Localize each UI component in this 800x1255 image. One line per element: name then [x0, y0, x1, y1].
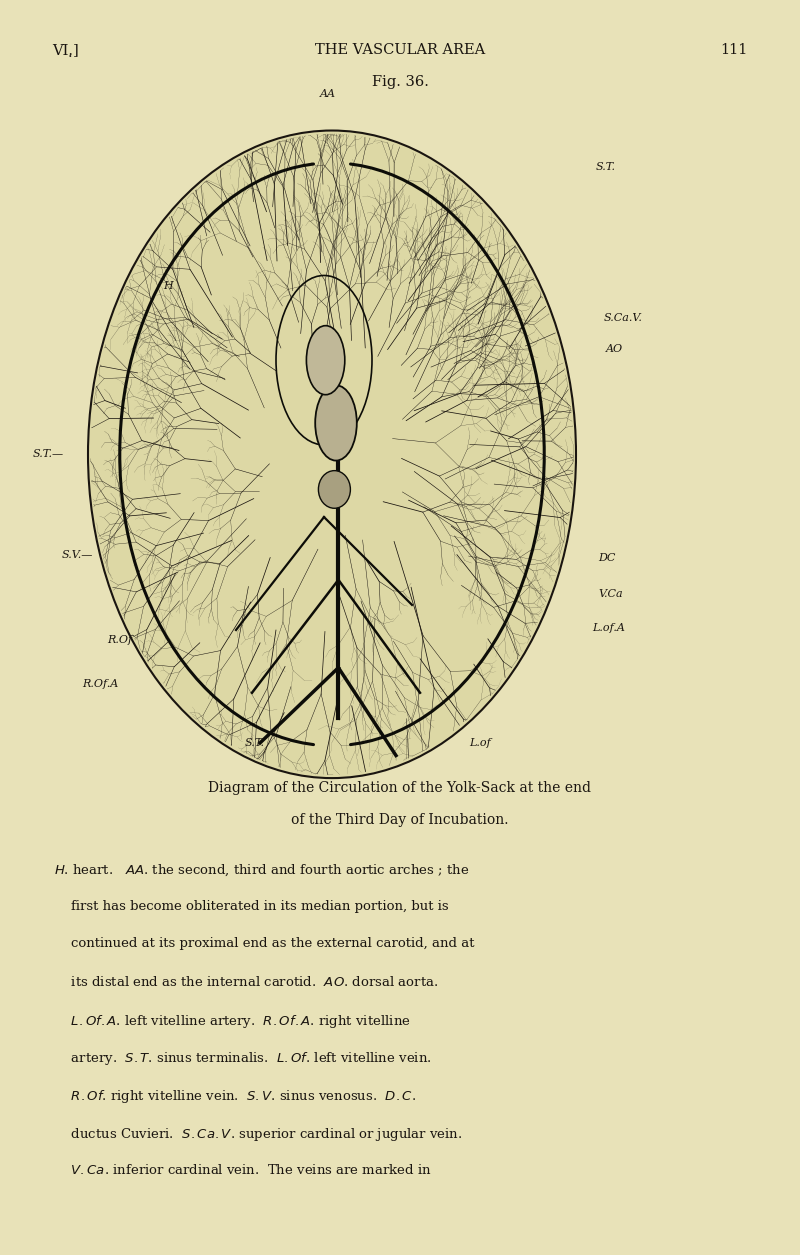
Ellipse shape: [88, 131, 576, 778]
Text: first has become obliterated in its median portion, but is: first has become obliterated in its medi…: [54, 900, 449, 912]
Text: Fig. 36.: Fig. 36.: [371, 75, 429, 89]
Text: V.Ca: V.Ca: [598, 589, 623, 599]
Text: VI.]: VI.]: [52, 43, 78, 56]
Text: R.Of: R.Of: [107, 635, 132, 645]
Text: its distal end as the internal carotid.  $\it{AO}$. dorsal aorta.: its distal end as the internal carotid. …: [54, 975, 438, 989]
Text: AA: AA: [320, 89, 336, 99]
Text: S.Ca.V.: S.Ca.V.: [604, 312, 643, 323]
Text: continued at its proximal end as the external carotid, and at: continued at its proximal end as the ext…: [54, 937, 475, 950]
Text: $\it{H}$. heart.   $\it{AA}$. the second, third and fourth aortic arches ; the: $\it{H}$. heart. $\it{AA}$. the second, …: [54, 862, 470, 877]
Text: 111: 111: [721, 43, 748, 56]
Text: THE VASCULAR AREA: THE VASCULAR AREA: [315, 43, 485, 56]
Text: .: .: [68, 46, 73, 60]
Text: $\it{L. Of. A}$. left vitelline artery.  $\it{R. Of. A}$. right vitelline: $\it{L. Of. A}$. left vitelline artery. …: [54, 1013, 411, 1030]
Text: $\it{V. Ca}$. inferior cardinal vein.  The veins are marked in: $\it{V. Ca}$. inferior cardinal vein. Th…: [54, 1163, 432, 1177]
Text: L.of: L.of: [469, 738, 491, 748]
Text: artery.  $\it{S. T}$. sinus terminalis.  $\it{L. Of}$. left vitelline vein.: artery. $\it{S. T}$. sinus terminalis. $…: [54, 1050, 432, 1068]
Text: of the Third Day of Incubation.: of the Third Day of Incubation.: [291, 813, 509, 827]
Text: AO: AO: [606, 344, 622, 354]
Text: H: H: [164, 281, 174, 291]
Ellipse shape: [306, 326, 345, 395]
Text: Diagram of the Circulation of the Yolk-Sack at the end: Diagram of the Circulation of the Yolk-S…: [209, 781, 591, 794]
Text: $\it{R. Of}$. right vitelline vein.  $\it{S. V}$. sinus venosus.  $\it{D. C}$.: $\it{R. Of}$. right vitelline vein. $\it…: [54, 1088, 417, 1106]
Text: S.T.—: S.T.—: [33, 449, 64, 459]
Text: S.V.—: S.V.—: [62, 550, 93, 560]
Text: DC: DC: [598, 553, 616, 563]
Ellipse shape: [315, 385, 357, 461]
Ellipse shape: [318, 471, 350, 508]
Text: S.T.: S.T.: [596, 162, 616, 172]
Text: ductus Cuvieri.  $\it{S. Ca. V}$. superior cardinal or jugular vein.: ductus Cuvieri. $\it{S. Ca. V}$. superio…: [54, 1126, 463, 1143]
Text: L.of.A: L.of.A: [592, 622, 625, 633]
Text: R.Of.A: R.Of.A: [82, 679, 118, 689]
Text: S.T.: S.T.: [245, 738, 264, 748]
